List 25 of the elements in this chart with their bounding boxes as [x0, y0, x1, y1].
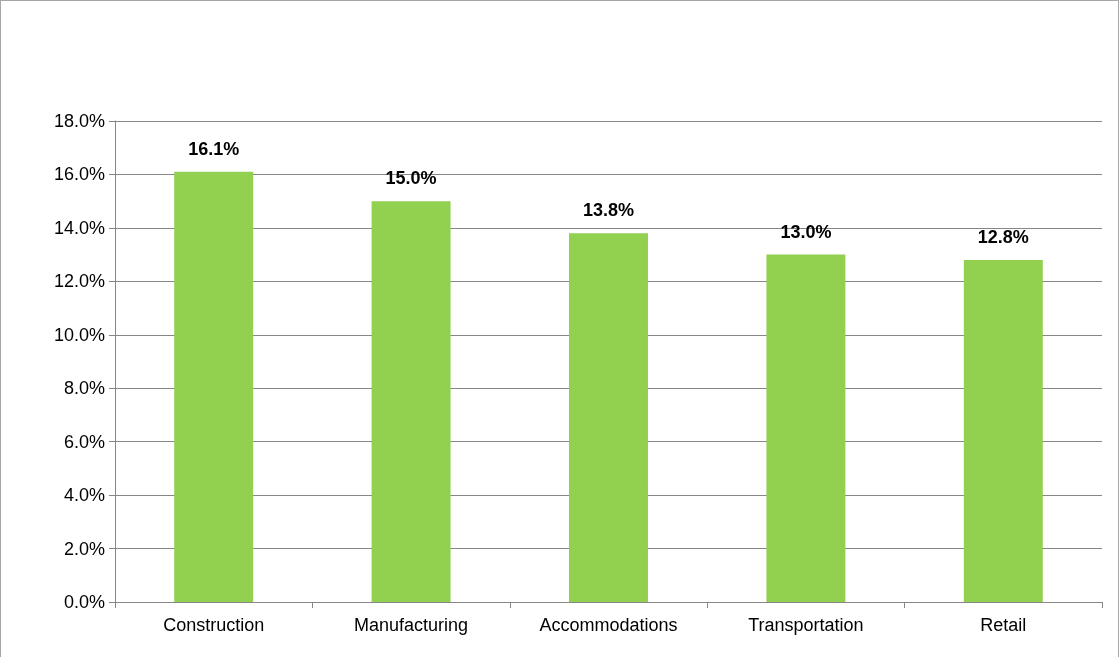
- x-tick-label: Retail: [980, 615, 1027, 635]
- data-label: 12.8%: [977, 226, 1029, 247]
- y-tick-label: 4.0%: [63, 485, 105, 506]
- x-tick-label: Manufacturing: [354, 615, 469, 635]
- bar: [766, 254, 846, 602]
- data-label: 16.1%: [188, 138, 240, 159]
- y-tick-label: 16.0%: [53, 164, 105, 185]
- y-tick-label: 12.0%: [53, 271, 105, 292]
- y-tick-label: 14.0%: [53, 217, 105, 238]
- bar: [174, 171, 254, 602]
- y-tick-label: 8.0%: [63, 378, 105, 399]
- bar: [963, 259, 1043, 602]
- x-tick-label: Transportation: [748, 615, 864, 635]
- data-label: 13.8%: [582, 200, 635, 221]
- y-tick-label: 10.0%: [53, 324, 105, 345]
- data-label: 13.0%: [780, 221, 832, 242]
- data-label: 15.0%: [385, 168, 437, 189]
- y-tick-label: 0.0%: [63, 592, 105, 612]
- x-tick-label: Accommodations: [539, 615, 678, 635]
- bar: [569, 233, 648, 602]
- y-tick-label: 18.0%: [53, 111, 105, 131]
- y-tick-label: 2.0%: [63, 538, 105, 559]
- y-tick-label: 6.0%: [63, 431, 105, 452]
- bar: [371, 201, 451, 602]
- x-tick-label: Construction: [163, 615, 265, 635]
